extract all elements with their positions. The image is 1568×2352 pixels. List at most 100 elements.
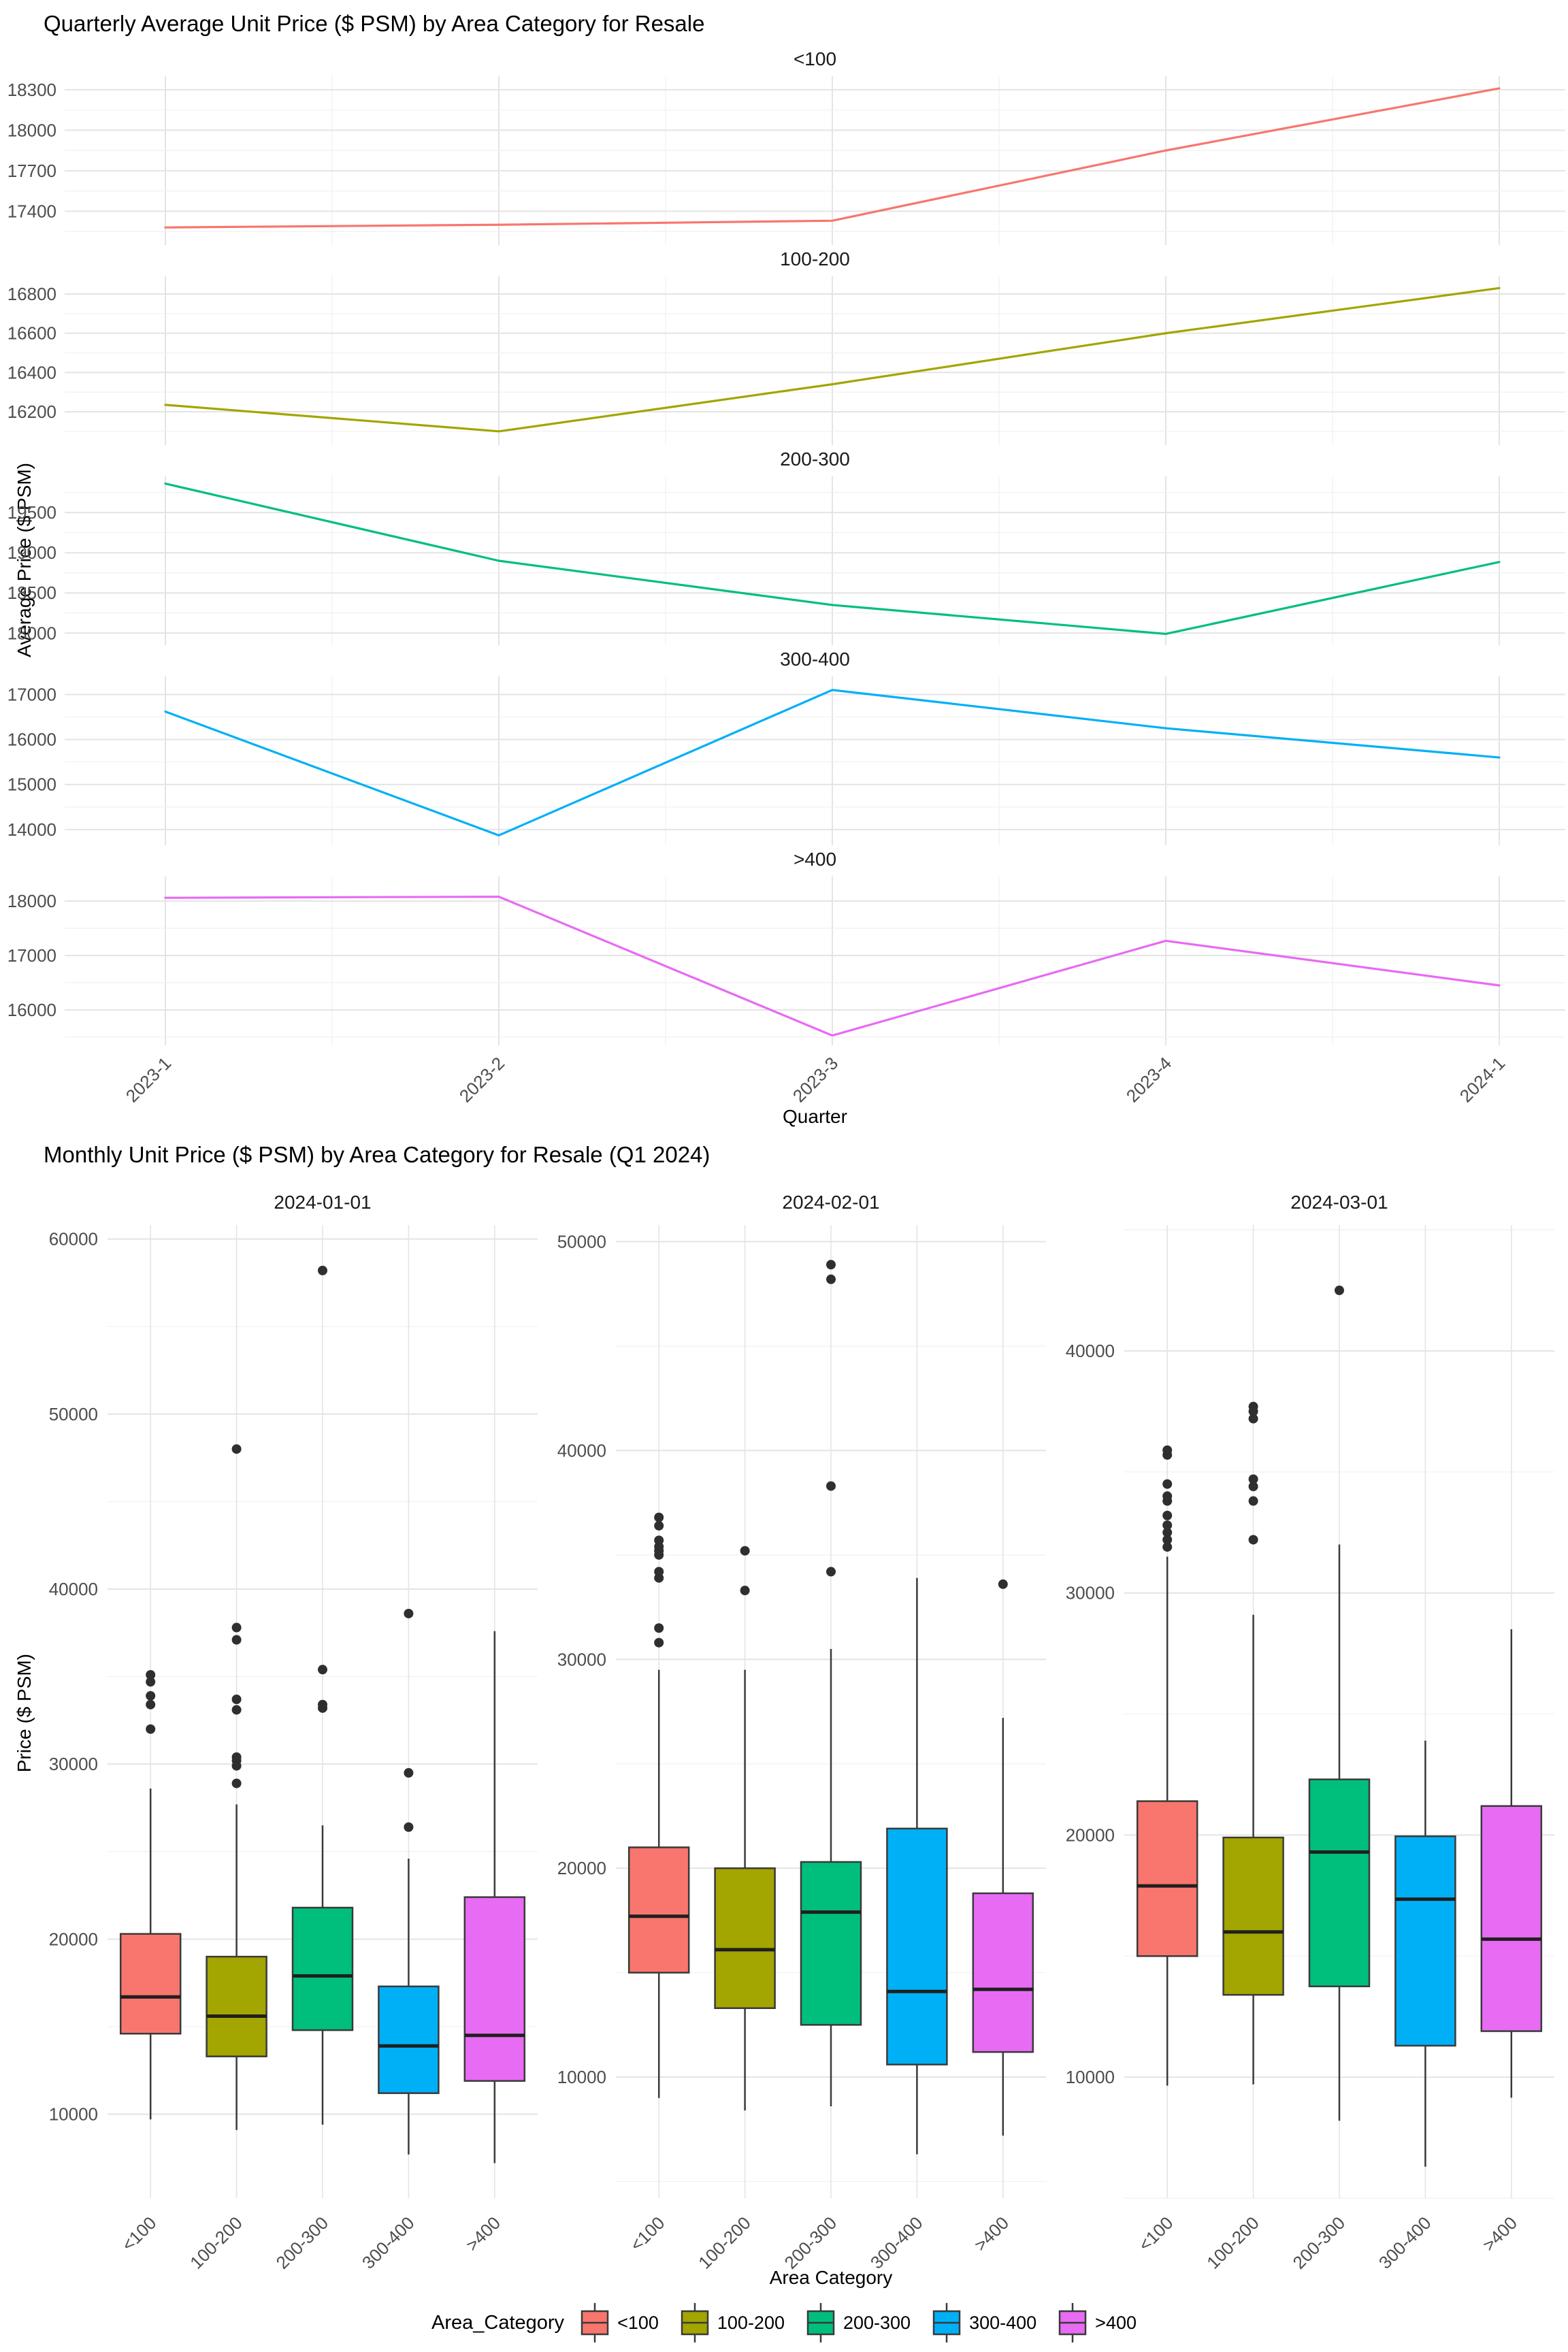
y-tick-label: 18000: [7, 120, 56, 140]
y-tick-label: 18500: [7, 583, 56, 603]
y-tick-label: 10000: [49, 2104, 98, 2125]
box-300-400: [378, 1985, 440, 2094]
outlier-dot: [404, 1768, 414, 1778]
facet-label: <100: [794, 48, 836, 69]
monthly-boxplot-chart: 2024-01-01 10000 20000 30000 40000 50000 60000…: [49, 1192, 1554, 2288]
legend-key-icon: [932, 2303, 961, 2342]
outlier-dot: [1248, 1414, 1258, 1424]
y-tick-label: 50000: [557, 1232, 606, 1252]
outlier-dot: [146, 1677, 156, 1687]
y-tick-label: 17000: [7, 684, 56, 704]
outlier-dot: [318, 1665, 327, 1675]
outlier-dot: [1162, 1542, 1173, 1552]
x-tick-label: 2023-1: [122, 1053, 175, 1106]
outlier-dot: [1162, 1510, 1173, 1520]
outlier-dot: [146, 1690, 156, 1701]
y-tick-label: 40000: [1066, 1341, 1115, 1361]
box-300-400: [1394, 1835, 1456, 2047]
x-axis-title: Quarter: [783, 1106, 847, 1127]
box-200-300: [291, 1906, 354, 2031]
legend-key-icon: [1058, 2303, 1087, 2342]
line-series-200-300: [164, 483, 1501, 636]
y-tick-label: 14000: [7, 819, 56, 840]
legend-title: Area_Category: [431, 2311, 565, 2334]
y-tick-label: 16800: [7, 284, 56, 304]
facet-label: 100-200: [780, 248, 850, 270]
y-tick-label: 20000: [49, 1929, 98, 1949]
legend-key-icon: [681, 2303, 709, 2342]
y-tick-label: 16600: [7, 323, 56, 344]
outlier-dot: [146, 1724, 156, 1734]
facet-label: 2024-02-01: [782, 1192, 879, 1213]
y-tick-label: 16000: [7, 1000, 56, 1020]
box-300-400: [886, 1827, 948, 2065]
legend: Area_Category <100 100-200 200-300 300-400 >…: [0, 2298, 1568, 2348]
legend-item-100-200: 100-200: [679, 2301, 785, 2345]
legend-label: >400: [1095, 2312, 1137, 2333]
box-<100: [1136, 1800, 1198, 1957]
legend-label: 300-400: [969, 2312, 1037, 2333]
facet-label: 2024-01-01: [274, 1192, 371, 1213]
legend-item-300-400: 300-400: [931, 2301, 1036, 2345]
x-tick-label: 2024-1: [1456, 1053, 1509, 1106]
legend-key-icon: [806, 2303, 835, 2342]
y-tick-label: 19000: [7, 542, 56, 563]
outlier-dot: [404, 1608, 414, 1618]
x-tick-label: >400: [461, 2212, 504, 2255]
outlier-dot: [654, 1637, 664, 1648]
y-tick-label: 19500: [7, 502, 56, 523]
box-<100: [627, 1846, 690, 1974]
y-tick-label: 30000: [1066, 1583, 1115, 1603]
x-tick-label: 100-200: [694, 2212, 755, 2273]
x-tick-label: 300-400: [358, 2212, 419, 2273]
legend-label: 100-200: [717, 2312, 785, 2333]
outlier-dot: [146, 1699, 156, 1710]
outlier-dot: [740, 1586, 750, 1596]
y-tick-label: 10000: [1066, 2067, 1115, 2087]
y-tick-label: 30000: [49, 1754, 98, 1774]
outlier-dot: [826, 1274, 836, 1284]
x-tick-label: <100: [118, 2212, 161, 2255]
outlier-dot: [231, 1444, 242, 1454]
bottom-chart-title: Monthly Unit Price ($ PSM) by Area Categ…: [44, 1142, 710, 1167]
outlier-dot: [1248, 1535, 1258, 1545]
outlier-dot: [1162, 1535, 1173, 1545]
outlier-dot: [826, 1567, 836, 1577]
outlier-dot: [231, 1622, 242, 1633]
outlier-dot: [231, 1752, 242, 1762]
outlier-dot: [404, 1822, 414, 1832]
x-tick-label: 2023-3: [789, 1053, 842, 1106]
outlier-dot: [1162, 1445, 1173, 1455]
outlier-dot: [231, 1694, 242, 1704]
outlier-dot: [1248, 1496, 1258, 1506]
outlier-dot: [146, 1669, 156, 1680]
facet-label: >400: [794, 849, 836, 870]
y-tick-label: 40000: [49, 1579, 98, 1599]
line-series-<100: [164, 87, 1501, 229]
legend-label: <100: [617, 2312, 659, 2333]
y-tick-label: 20000: [557, 1858, 606, 1878]
x-tick-label: 200-300: [781, 2212, 841, 2273]
facet-label: 300-400: [780, 649, 850, 670]
outlier-dot: [1248, 1401, 1258, 1411]
outlier-dot: [826, 1481, 836, 1491]
line-series-300-400: [164, 689, 1501, 837]
y-tick-label: 18300: [7, 80, 56, 100]
line-series-100-200: [164, 287, 1501, 433]
outlier-dot: [998, 1579, 1008, 1589]
outlier-dot: [826, 1260, 836, 1270]
y-tick-label: 50000: [49, 1404, 98, 1424]
outlier-dot: [1162, 1527, 1173, 1537]
y-tick-label: 20000: [1066, 1825, 1115, 1845]
box-100-200: [714, 1867, 776, 2010]
outlier-dot: [1162, 1479, 1173, 1489]
x-tick-label: 200-300: [272, 2212, 333, 2273]
x-tick-label: <100: [626, 2212, 669, 2255]
x-tick-label: 2023-4: [1122, 1053, 1175, 1106]
x-axis-title: Area Category: [770, 2267, 893, 2288]
outlier-dot: [1335, 1286, 1344, 1296]
legend-item->400: >400: [1057, 2301, 1137, 2345]
y-tick-label: 10000: [557, 2067, 606, 2087]
box->400: [463, 1896, 526, 2082]
y-tick-label: 30000: [557, 1649, 606, 1669]
